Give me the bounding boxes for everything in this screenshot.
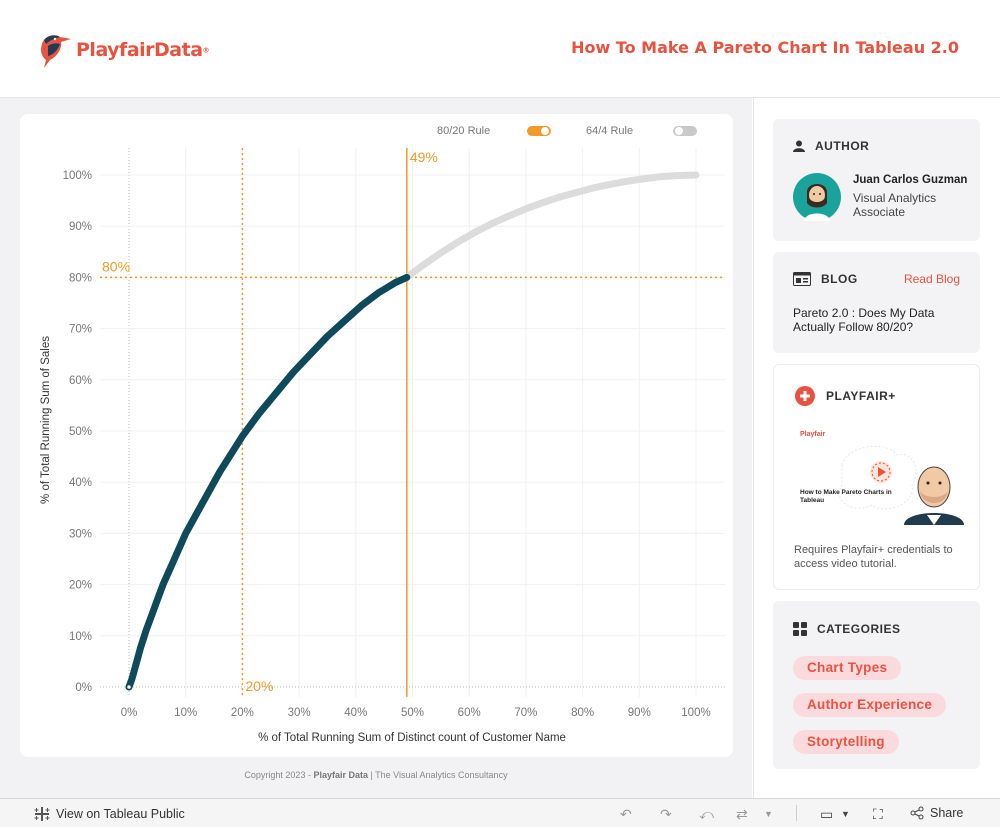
- curve-start-point: [125, 683, 133, 691]
- blog-heading: BLOG: [793, 272, 858, 286]
- tableau-toolbar: View on Tableau Public ↶ ↷ ⤺ ⇄ ▼ ▭ ▼ ⛶ S…: [0, 798, 1000, 827]
- y-tick-label: 60%: [69, 375, 92, 387]
- blog-title[interactable]: Pareto 2.0 : Does My Data Actually Follo…: [793, 306, 935, 334]
- reference-lines: 80% 20% 49%: [100, 148, 725, 697]
- read-blog-link[interactable]: Read Blog: [903, 272, 960, 286]
- x-tick-label: 60%: [458, 707, 481, 719]
- browser-icon: [793, 272, 811, 286]
- fullscreen-icon[interactable]: ⛶: [873, 806, 883, 822]
- ref-label-x: 20%: [245, 678, 273, 694]
- x-tick-label: 10%: [174, 707, 197, 719]
- author-name: Juan Carlos Guzman: [853, 174, 968, 186]
- x-tick-label: 70%: [514, 707, 537, 719]
- share-button[interactable]: Share: [910, 806, 963, 820]
- blog-card: BLOG Read Blog Pareto 2.0 : Does My Data…: [773, 252, 980, 353]
- axis-ticks: 0% 10% 20% 30% 40% 50% 60% 70% 80% 90% 100% 0% 10% 20…: [63, 170, 711, 719]
- x-tick-label: 80%: [571, 707, 594, 719]
- y-tick-label: 10%: [69, 631, 92, 643]
- grid: [100, 148, 725, 697]
- plus-circle-icon: [795, 386, 815, 406]
- author-heading: AUTHOR: [793, 139, 869, 153]
- category-author-experience[interactable]: Author Experience: [793, 693, 947, 717]
- x-tick-label: 100%: [681, 707, 710, 719]
- y-tick-label: 100%: [63, 170, 92, 182]
- category-chart-types[interactable]: Chart Types: [793, 656, 902, 680]
- author-avatar: [793, 173, 841, 221]
- toggle-label-8020: 80/20 Rule: [437, 125, 491, 137]
- playfair-plus-heading: PLAYFAIR+: [794, 385, 896, 407]
- y-tick-label: 80%: [69, 272, 92, 284]
- video-thumbnail[interactable]: Playfair How to Make Pareto Charts in Ta…: [792, 425, 967, 525]
- pareto-curve-remaining: [403, 171, 700, 281]
- refresh-icon[interactable]: ⇄: [736, 806, 748, 822]
- playfair-plus-card: PLAYFAIR+ Playfair How to Make Pareto Ch…: [773, 364, 980, 590]
- tableau-icon: [34, 807, 50, 821]
- category-storytelling[interactable]: Storytelling: [793, 730, 899, 754]
- playfair-logo[interactable]: PlayfairData®: [38, 30, 209, 70]
- toggle-label-644: 64/4 Rule: [586, 125, 634, 137]
- ref-label-y: 80%: [102, 258, 130, 274]
- x-tick-label: 30%: [288, 707, 311, 719]
- thumbnail-graphic: [838, 445, 964, 525]
- y-tick-label: 50%: [69, 426, 92, 438]
- playfair-plus-note: Requires Playfair+ credentials to access…: [794, 544, 953, 570]
- x-tick-label: 50%: [401, 707, 424, 719]
- y-tick-label: 70%: [69, 324, 92, 336]
- presentation-dropdown-icon[interactable]: ▼: [841, 809, 850, 819]
- view-on-tableau-public[interactable]: View on Tableau Public: [34, 806, 185, 822]
- author-card: AUTHOR Juan Carlos Guzman Visual Analyti…: [773, 119, 980, 241]
- x-tick-label: 40%: [344, 707, 367, 719]
- toggle-644-rule[interactable]: [673, 126, 697, 136]
- thumbnail-title: How to Make Pareto Charts in Tableau: [800, 489, 892, 504]
- y-tick-label: 40%: [69, 477, 92, 489]
- page-title: How To Make A Pareto Chart In Tableau 2.…: [571, 38, 959, 57]
- toolbar-divider: [796, 805, 797, 821]
- toggle-8020-rule[interactable]: [527, 126, 551, 136]
- y-tick-label: 30%: [69, 528, 92, 540]
- author-role: Visual Analytics Associate: [853, 191, 937, 219]
- x-axis-label: % of Total Running Sum of Distinct count…: [258, 732, 566, 744]
- presentation-icon[interactable]: ▭: [820, 806, 834, 822]
- revert-icon[interactable]: ⤺: [699, 806, 714, 822]
- categories-heading: CATEGORIES: [793, 622, 900, 636]
- grid-icon: [793, 622, 807, 636]
- pareto-curve-highlighted: [125, 273, 411, 691]
- y-axis-label: % of Total Running Sum of Sales: [40, 336, 52, 504]
- copyright: Copyright 2023 - Playfair Data | The Vis…: [244, 770, 508, 780]
- share-icon: [910, 806, 924, 820]
- redo-icon[interactable]: ↷: [660, 806, 672, 822]
- header: PlayfairData® How To Make A Pareto Chart…: [0, 0, 1000, 98]
- y-tick-label: 90%: [69, 221, 92, 233]
- y-tick-label: 20%: [69, 580, 92, 592]
- x-tick-label: 20%: [231, 707, 254, 719]
- thumbnail-logo: Playfair: [800, 431, 826, 438]
- categories-card: CATEGORIES Chart Types Author Experience…: [773, 601, 980, 769]
- ref-label-x: 49%: [410, 149, 438, 165]
- x-tick-label: 90%: [628, 707, 651, 719]
- refresh-dropdown-icon[interactable]: ▼: [764, 809, 773, 819]
- kingfisher-logo-icon: [41, 35, 71, 68]
- x-tick-label: 0%: [121, 707, 138, 719]
- person-icon: [793, 140, 805, 152]
- pareto-curve: [125, 171, 700, 691]
- y-tick-label: 0%: [75, 682, 92, 694]
- undo-icon[interactable]: ↶: [620, 806, 632, 822]
- logo-text: PlayfairData®: [76, 39, 210, 61]
